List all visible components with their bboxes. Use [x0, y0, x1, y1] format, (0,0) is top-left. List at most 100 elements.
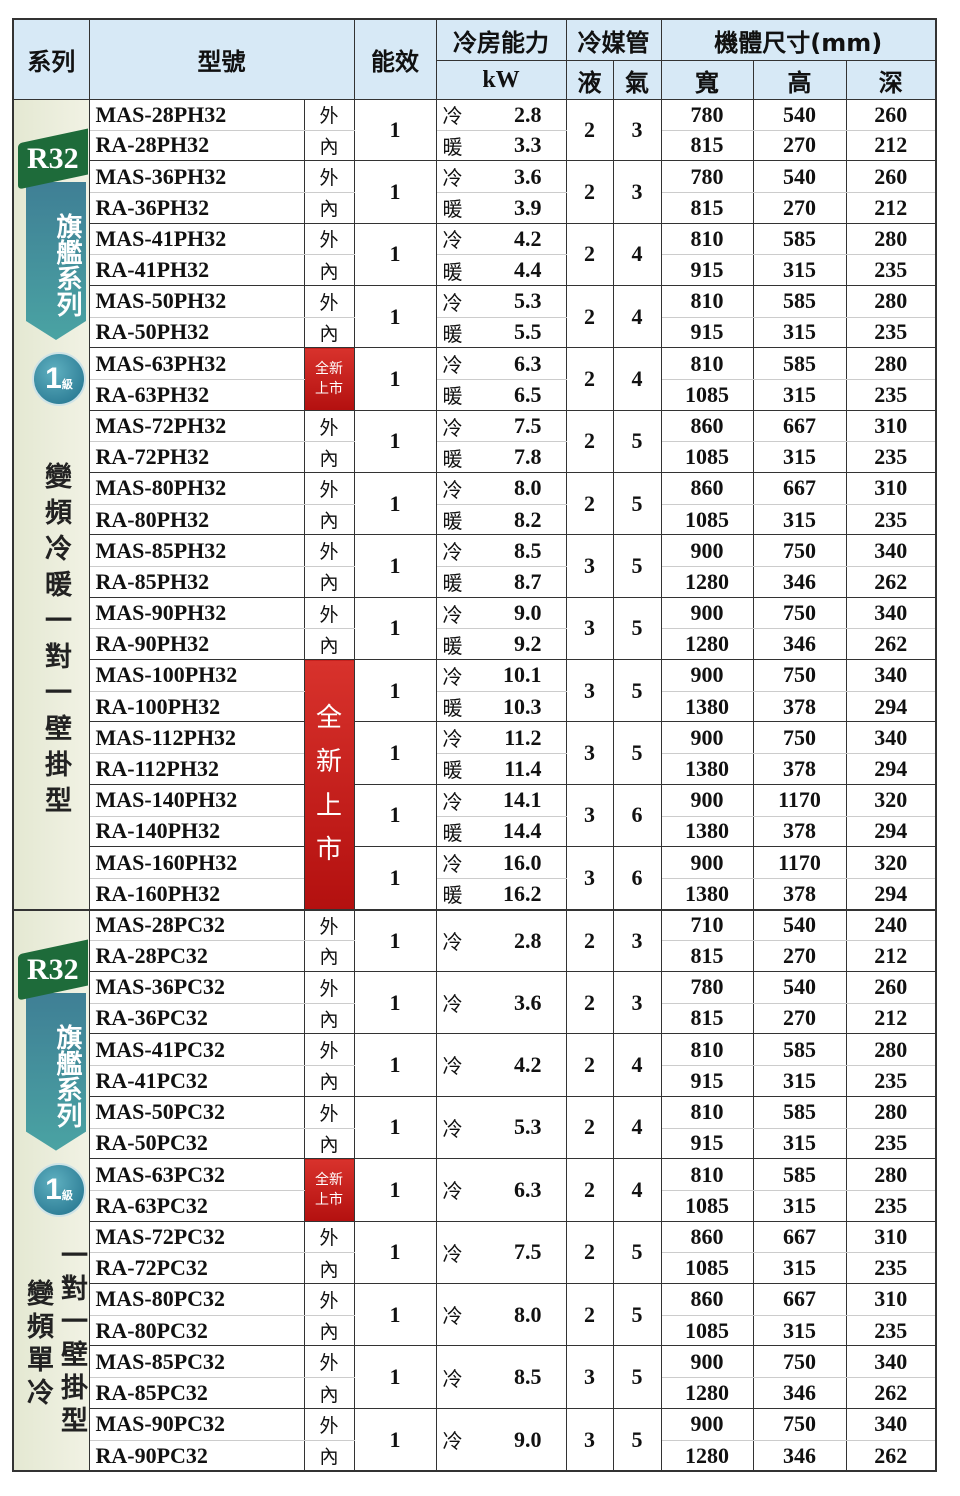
outdoor-depth: 280: [845, 1033, 937, 1067]
outdoor-width: 900: [660, 1407, 754, 1441]
table-row-outdoor: MAS-80PC32 外 1 冷 8.0 2 5 860 667 310: [13, 1282, 937, 1347]
outdoor-height: 750: [752, 721, 847, 755]
indoor-tag: 內: [303, 316, 355, 349]
model-outdoor: MAS-140PH32: [88, 783, 305, 817]
outdoor-tag: 外: [303, 1345, 355, 1379]
outdoor-width: 900: [660, 534, 754, 568]
mode-wrap: 暖 8.2: [443, 505, 560, 534]
mode-wrap: 暖 3.9: [443, 193, 560, 222]
indoor-width: 1280: [660, 566, 754, 598]
capacity-value: 8.0: [514, 1301, 542, 1327]
series-banner: 旗艦系列: [26, 992, 86, 1151]
outdoor-tag: 外: [303, 534, 355, 568]
mode-wrap: 冷 3.6: [443, 988, 560, 1017]
table-row-indoor: RA-28PC32 內 815 270 212: [13, 940, 937, 972]
mode-label: 暖: [442, 259, 463, 284]
outdoor-width: 810: [660, 284, 754, 318]
header-dimensions: 機體尺寸(mm): [660, 18, 937, 61]
outdoor-height: 585: [752, 347, 847, 381]
indoor-width: 1085: [660, 441, 754, 473]
pipe-liquid: 2: [565, 1095, 614, 1160]
indoor-height: 315: [752, 1127, 847, 1160]
indoor-tag: 內: [303, 1002, 355, 1035]
outdoor-depth: 280: [845, 284, 937, 318]
mode-label: 暖: [442, 696, 463, 721]
indoor-height: 270: [752, 940, 847, 972]
pipe-gas: 4: [612, 284, 662, 349]
outdoor-height: 667: [752, 409, 847, 443]
mode-label: 冷: [442, 1304, 463, 1329]
table-row-outdoor: MAS-63PC32 全新上市 1 冷 6.3 2 4 810 585 280: [13, 1158, 937, 1222]
cooling-capacity: 冷 7.5: [435, 1220, 567, 1284]
table-row-indoor: RA-36PH32 內 暖 3.9 815 270 212: [13, 191, 937, 224]
outdoor-depth: 280: [845, 347, 937, 381]
outdoor-depth: 340: [845, 659, 937, 692]
mode-label: 暖: [442, 883, 463, 908]
header-pipe-liquid: 液: [565, 60, 614, 100]
pipe-liquid: 3: [565, 596, 614, 661]
pipe-gas: 5: [612, 534, 662, 598]
mode-label: 冷: [442, 852, 463, 877]
outdoor-tag: 外: [303, 160, 355, 193]
heating-capacity: 暖 3.3: [435, 129, 567, 162]
capacity-value: 6.5: [514, 381, 542, 407]
heating-capacity: 暖 9.2: [435, 628, 567, 661]
mode-wrap: 冷 5.3: [443, 1113, 560, 1142]
outdoor-height: 750: [752, 1407, 847, 1441]
model-indoor: RA-140PH32: [88, 815, 305, 848]
outdoor-depth: 340: [845, 596, 937, 630]
indoor-height: 315: [752, 316, 847, 349]
new-release-badge: 全新上市: [303, 1158, 355, 1222]
mode-label: 暖: [442, 197, 463, 222]
outdoor-height: 585: [752, 1033, 847, 1067]
pipe-liquid: 3: [565, 1407, 614, 1472]
indoor-depth: 262: [845, 1439, 937, 1472]
indoor-depth: 262: [845, 1377, 937, 1409]
capacity-value: 4.2: [514, 225, 542, 251]
header-efficiency: 能效: [353, 18, 437, 100]
efficiency-grade: 1: [353, 1282, 437, 1347]
outdoor-width: 860: [660, 471, 754, 505]
pipe-gas: 5: [612, 471, 662, 536]
outdoor-depth: 260: [845, 160, 937, 193]
model-indoor: RA-90PH32: [88, 628, 305, 661]
model-indoor: RA-85PC32: [88, 1377, 305, 1409]
mode-wrap: 冷 6.3: [443, 1175, 560, 1204]
pipe-liquid: 2: [565, 284, 614, 349]
series-type: 變頻冷暖一對一壁掛型: [40, 462, 71, 822]
table-row-outdoor: MAS-50PH32 外 1 冷 5.3 2 4 810 585 280: [13, 284, 937, 349]
indoor-height: 315: [752, 379, 847, 411]
mode-label: 冷: [442, 1116, 463, 1141]
mode-wrap: 冷 2.8: [443, 100, 560, 129]
table-row-indoor: RA-80PH32 內 暖 8.2 1085 315 235: [13, 503, 937, 536]
model-outdoor: MAS-36PC32: [88, 970, 305, 1004]
model-indoor: RA-50PH32: [88, 316, 305, 349]
refrigerant-ribbon: R32: [18, 128, 88, 190]
indoor-height: 346: [752, 1377, 847, 1409]
model-outdoor: MAS-72PC32: [88, 1220, 305, 1254]
table-row-indoor: RA-50PC32 內 915 315 235: [13, 1127, 937, 1160]
indoor-tag: 內: [303, 940, 355, 972]
outdoor-height: 750: [752, 1345, 847, 1379]
model-indoor: RA-50PC32: [88, 1127, 305, 1160]
mode-label: 冷: [442, 602, 463, 627]
mode-label: 冷: [442, 166, 463, 191]
outdoor-height: 750: [752, 659, 847, 692]
outdoor-depth: 310: [845, 409, 937, 443]
model-outdoor: MAS-28PH32: [88, 99, 305, 131]
model-outdoor: MAS-85PH32: [88, 534, 305, 568]
table-row-outdoor: MAS-36PC32 外 1 冷 3.6 2 3 780 540 260: [13, 970, 937, 1035]
indoor-tag: 內: [303, 1439, 355, 1472]
pipe-liquid: 2: [565, 908, 614, 972]
indoor-height: 270: [752, 129, 847, 162]
indoor-tag: 內: [303, 1377, 355, 1409]
indoor-depth: 294: [845, 815, 937, 848]
mode-label: 暖: [442, 820, 463, 845]
capacity-value: 2.8: [514, 101, 542, 127]
mode-label: 冷: [442, 353, 463, 378]
capacity-value: 6.3: [514, 350, 542, 376]
spec-body: 旗艦系列 R32 1級 變頻冷暖一對一壁掛型 MAS-28PH32 外 1 冷 2.8 2 3 780…: [12, 98, 937, 1472]
outdoor-depth: 260: [845, 970, 937, 1004]
mode-wrap: 暖 9.2: [443, 630, 560, 659]
mode-wrap: 冷 4.2: [443, 224, 560, 253]
